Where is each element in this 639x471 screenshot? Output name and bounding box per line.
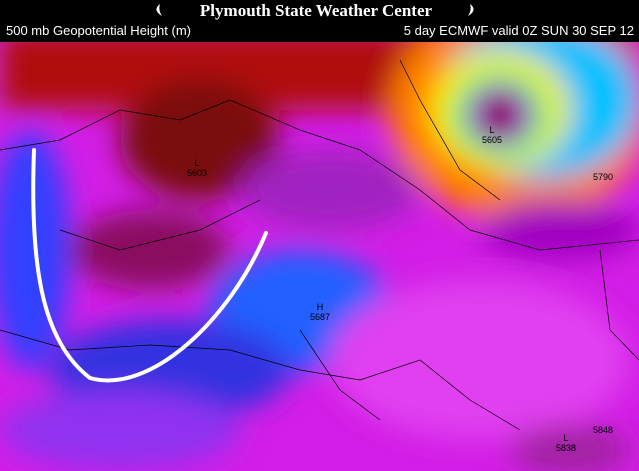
- center-mark: L: [563, 433, 568, 443]
- center-mark: H: [317, 302, 324, 312]
- height-label: 5687: [310, 312, 330, 322]
- center-mark: L: [489, 125, 494, 135]
- run-label: 5 day ECMWF valid 0Z SUN 30 SEP 12: [404, 23, 634, 38]
- boundaries: [0, 59, 639, 431]
- height-label: 5848: [593, 425, 613, 435]
- trough-line: [31, 148, 268, 383]
- height-label: 5605: [482, 135, 502, 145]
- center-mark: L: [194, 158, 199, 168]
- height-label: 5790: [593, 172, 613, 182]
- field-label: 500 mb Geopotential Height (m): [6, 23, 191, 38]
- site-title: Plymouth State Weather Center: [200, 1, 433, 20]
- height-label: 5603: [187, 168, 207, 178]
- height-label: 5838: [556, 443, 576, 453]
